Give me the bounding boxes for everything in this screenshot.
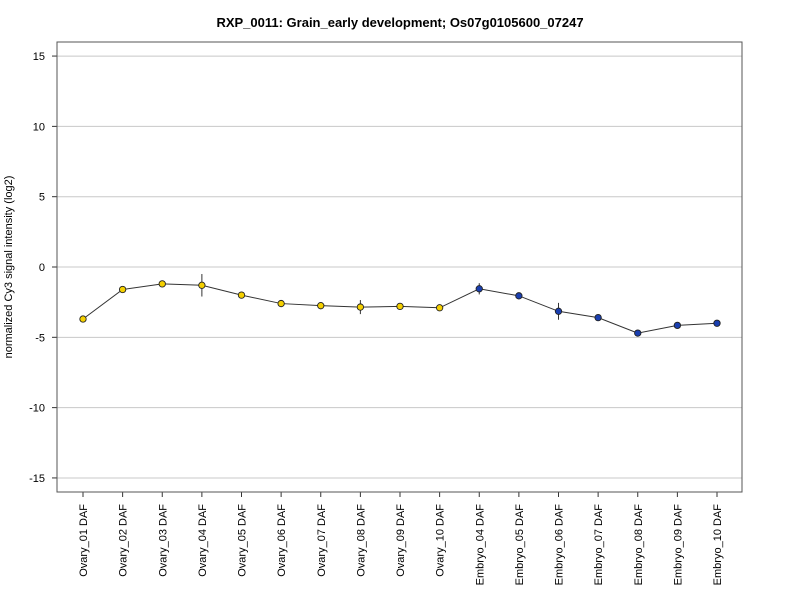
y-tick-label: 5 (39, 192, 45, 204)
y-tick-label: -15 (29, 473, 45, 485)
y-axis: -15 -10 -5 0 5 10 15 (29, 51, 57, 485)
x-tick-label: Ovary_02 DAF (118, 504, 130, 577)
x-tick-label: Ovary_10 DAF (435, 504, 447, 577)
data-point (317, 302, 325, 310)
data-point (158, 280, 166, 288)
x-tick-label: Ovary_08 DAF (355, 504, 367, 577)
y-tick-label: -5 (35, 332, 45, 344)
data-point (713, 319, 721, 327)
x-tick-label: Embryo_07 DAF (593, 504, 605, 586)
x-tick-label: Embryo_09 DAF (672, 504, 684, 586)
data-point (356, 303, 365, 311)
data-point (277, 299, 285, 308)
x-tick-label: Embryo_08 DAF (633, 504, 645, 586)
x-tick-label: Ovary_06 DAF (276, 504, 288, 577)
data-point (79, 315, 87, 323)
x-tick-label: Embryo_04 DAF (474, 504, 486, 586)
x-tick-label: Ovary_07 DAF (316, 504, 328, 577)
data-point (396, 302, 404, 311)
data-point (554, 307, 563, 315)
x-tick-label: Ovary_04 DAF (197, 504, 209, 577)
x-tick-label: Embryo_10 DAF (712, 504, 724, 586)
plot-frame (56, 41, 743, 493)
y-axis-label: normalized Cy3 signal intensity (log2) (3, 176, 15, 359)
data-point (118, 285, 127, 294)
data-point (594, 313, 602, 322)
data-point (673, 321, 682, 330)
chart-title: RXP_0011: Grain_early development; Os07g… (216, 15, 583, 30)
x-tick-label: Ovary_09 DAF (395, 504, 407, 577)
gridlines (57, 55, 742, 479)
data-point (634, 329, 642, 337)
x-tick-label: Embryo_05 DAF (514, 504, 526, 586)
data-point (237, 291, 246, 299)
x-axis: Ovary_01 DAF Ovary_02 DAF Ovary_03 DAF Ovar… (78, 492, 724, 585)
data-point (435, 304, 444, 312)
y-tick-label: 10 (33, 121, 45, 133)
x-tick-label: Ovary_01 DAF (78, 504, 90, 577)
y-tick-label: 0 (39, 262, 45, 274)
data-point (515, 292, 523, 300)
x-tick-label: Ovary_05 DAF (237, 504, 249, 577)
data-point (475, 285, 483, 293)
x-tick-label: Embryo_06 DAF (554, 504, 566, 586)
x-tick-label: Ovary_03 DAF (157, 504, 169, 577)
y-tick-label: -10 (29, 403, 45, 415)
data-point (198, 281, 206, 289)
plot-area (79, 274, 721, 337)
y-tick-label: 15 (33, 51, 45, 63)
